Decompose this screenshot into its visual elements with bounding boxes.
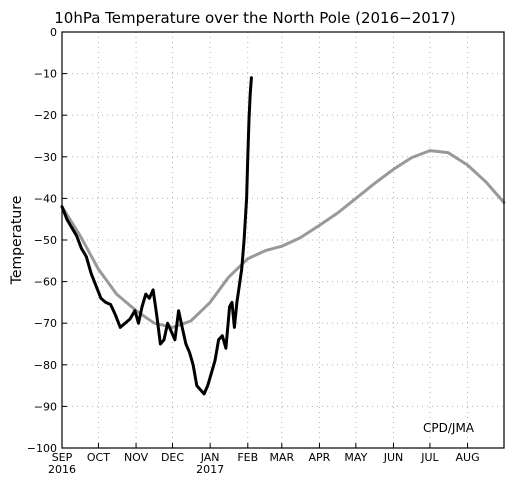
y-tick-label: −80: [34, 359, 57, 372]
y-tick-label: −30: [34, 151, 57, 164]
credit-label: CPD/JMA: [423, 421, 475, 435]
series-group: [60, 76, 506, 396]
x-tick-label: OCT: [87, 451, 110, 464]
x-tick-label: MAY: [344, 451, 367, 464]
x-tick-label: SEP: [52, 451, 73, 464]
y-tick-label: −90: [34, 400, 57, 413]
y-tick-label: −50: [34, 234, 57, 247]
x-tick-label: NOV: [124, 451, 149, 464]
x-tick-label: JUL: [420, 451, 439, 464]
y-tick-label: −20: [34, 109, 57, 122]
y-tick-label: −40: [34, 192, 57, 205]
x-tick-year-label: 2017: [196, 463, 224, 476]
y-tick-label: −10: [34, 68, 57, 81]
y-axis-title: Temperature: [9, 196, 25, 286]
x-tick-year-label: 2016: [48, 463, 76, 476]
y-tick-label: −100: [27, 442, 57, 455]
x-tick-label: FEB: [237, 451, 258, 464]
x-tick-label: MAR: [269, 451, 294, 464]
y-tick-label: −60: [34, 276, 57, 289]
x-tick-label: AUG: [456, 451, 480, 464]
observed-temperature-line: [60, 76, 253, 396]
y-tick-label: −70: [34, 317, 57, 330]
x-tick-label: APR: [309, 451, 331, 464]
climatology-line: [60, 149, 506, 329]
y-tick-label: 0: [50, 26, 57, 39]
grid: [62, 32, 504, 448]
y-axis: 0 −10 −20 −30 −40 −50 −60 −70 −80 −90 −100: [27, 26, 67, 455]
x-tick-label: JUN: [383, 451, 404, 464]
x-tick-label: JAN: [200, 451, 220, 464]
x-tick-label: DEC: [161, 451, 184, 464]
chart-title: 10hPa Temperature over the North Pole (2…: [54, 9, 456, 27]
